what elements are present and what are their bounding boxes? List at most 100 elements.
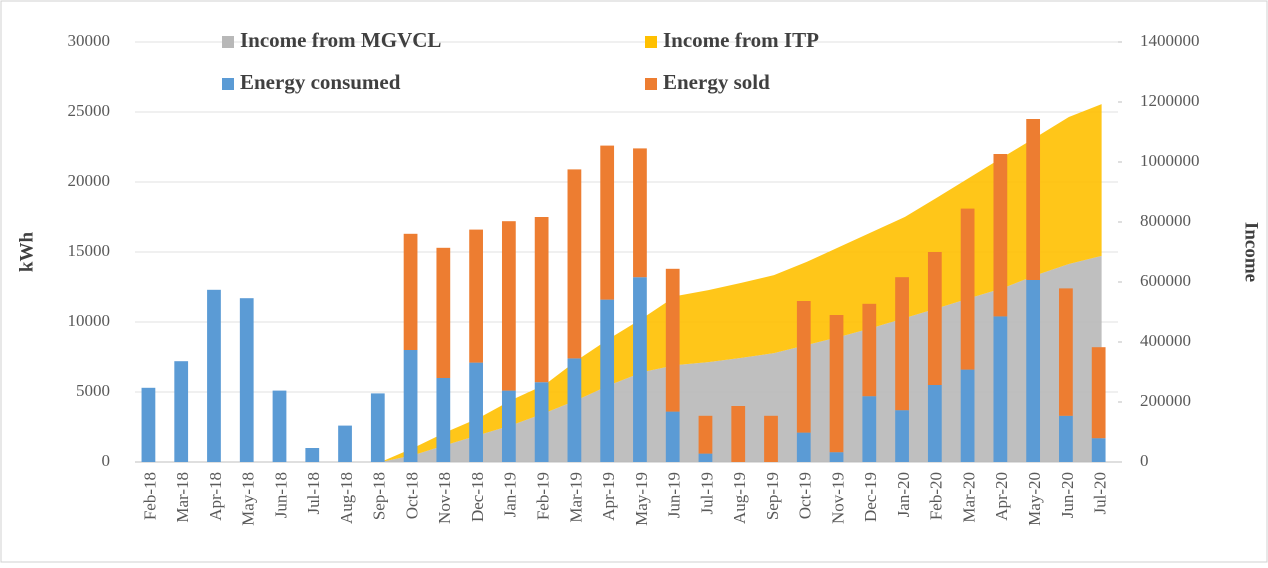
bar — [764, 415, 778, 462]
x-tick-label: Nov-19 — [828, 472, 847, 524]
bar — [698, 453, 713, 462]
bar — [174, 361, 189, 462]
area — [380, 104, 1102, 462]
x-tick-label: Sep-19 — [763, 472, 782, 520]
x-tick-label: Dec-18 — [468, 472, 487, 522]
y-axis-label: kWh — [16, 232, 37, 273]
bar — [207, 289, 221, 462]
y-tick-label: 10000 — [68, 311, 111, 330]
bar — [501, 390, 516, 462]
bar — [239, 298, 254, 462]
x-tick-label: Aug-18 — [337, 472, 356, 524]
y-tick-label: 25000 — [68, 101, 111, 120]
x-tick-label: Sep-18 — [370, 472, 389, 520]
bar — [829, 452, 844, 462]
x-tick-label: Mar-20 — [959, 472, 978, 523]
x-tick-label: Feb-19 — [533, 472, 552, 520]
x-tick-label: Jun-19 — [665, 472, 684, 518]
area — [380, 255, 1102, 462]
x-tick-label: Apr-18 — [206, 472, 225, 521]
bar — [1026, 119, 1041, 280]
legend-label: Energy consumed — [240, 70, 401, 94]
x-tick-label: Aug-19 — [730, 472, 749, 524]
bar — [829, 315, 844, 453]
y2-tick-label: 1000000 — [1140, 151, 1200, 170]
legend-swatch — [222, 36, 234, 48]
x-tick-label: Nov-18 — [435, 472, 454, 524]
x-tick-label: Oct-19 — [796, 472, 815, 519]
y2-tick-label: 400000 — [1140, 331, 1191, 350]
y2-tick-label: 0 — [1140, 451, 1149, 470]
bar — [862, 303, 877, 397]
bar — [370, 393, 385, 462]
legend-label: Energy sold — [663, 70, 770, 94]
bar — [272, 390, 287, 462]
legend-swatch — [645, 36, 657, 48]
bar — [796, 301, 811, 433]
bar — [436, 378, 451, 462]
bar — [895, 277, 909, 411]
legend-swatch — [645, 78, 657, 90]
bar — [469, 362, 483, 462]
y2-axis-label: Income — [1241, 222, 1262, 282]
bar — [862, 396, 877, 462]
bar — [305, 448, 320, 462]
y2-tick-label: 200000 — [1140, 391, 1191, 410]
x-tick-label: Jun-20 — [1058, 472, 1077, 518]
x-tick-label: Mar-18 — [173, 472, 192, 523]
bar — [1091, 438, 1106, 462]
legend-label: Income from ITP — [663, 28, 819, 52]
y2-tick-label: 1200000 — [1140, 91, 1200, 110]
bar — [141, 387, 156, 462]
x-tick-label: May-18 — [239, 472, 258, 526]
bar — [993, 154, 1008, 317]
bar — [403, 350, 418, 462]
legend-swatch — [222, 78, 234, 90]
bar — [633, 148, 647, 278]
bar — [567, 169, 582, 359]
x-tick-label: Jun-18 — [271, 472, 290, 518]
bar — [1091, 347, 1106, 439]
x-tick-label: Jan-19 — [501, 472, 520, 517]
y-tick-label: 0 — [102, 451, 111, 470]
bar — [993, 316, 1008, 462]
x-tick-label: May-20 — [1025, 472, 1044, 526]
bar — [895, 410, 909, 462]
x-tick-label: Jul-20 — [1091, 472, 1110, 515]
y-tick-label: 15000 — [68, 241, 111, 260]
legend-label: Income from MGVCL — [240, 28, 441, 52]
x-tick-label: Apr-20 — [992, 472, 1011, 521]
bar — [960, 369, 975, 462]
bar — [403, 233, 418, 350]
bar — [600, 299, 615, 462]
bar — [567, 358, 582, 462]
bar — [665, 411, 680, 462]
bar — [927, 252, 942, 385]
bar — [469, 229, 483, 363]
x-tick-label: Oct-18 — [402, 472, 421, 519]
bar — [633, 277, 647, 462]
x-tick-label: May-19 — [632, 472, 651, 526]
y-tick-label: 30000 — [68, 31, 111, 50]
bar — [927, 385, 942, 462]
x-tick-label: Apr-19 — [599, 472, 618, 521]
bar — [960, 208, 975, 370]
y-tick-label: 5000 — [76, 381, 110, 400]
bar — [1026, 280, 1041, 462]
x-tick-label: Dec-19 — [861, 472, 880, 522]
bar — [534, 382, 549, 462]
bar — [338, 425, 352, 462]
bar — [600, 145, 615, 300]
bar — [501, 221, 516, 391]
bar — [436, 247, 451, 378]
x-tick-label: Feb-18 — [140, 472, 159, 520]
bar — [796, 432, 811, 462]
bar — [665, 268, 680, 412]
y2-tick-label: 800000 — [1140, 211, 1191, 230]
x-tick-label: Feb-20 — [927, 472, 946, 520]
bar — [1059, 415, 1073, 462]
x-tick-label: Jul-18 — [304, 472, 323, 515]
bar — [534, 217, 549, 383]
